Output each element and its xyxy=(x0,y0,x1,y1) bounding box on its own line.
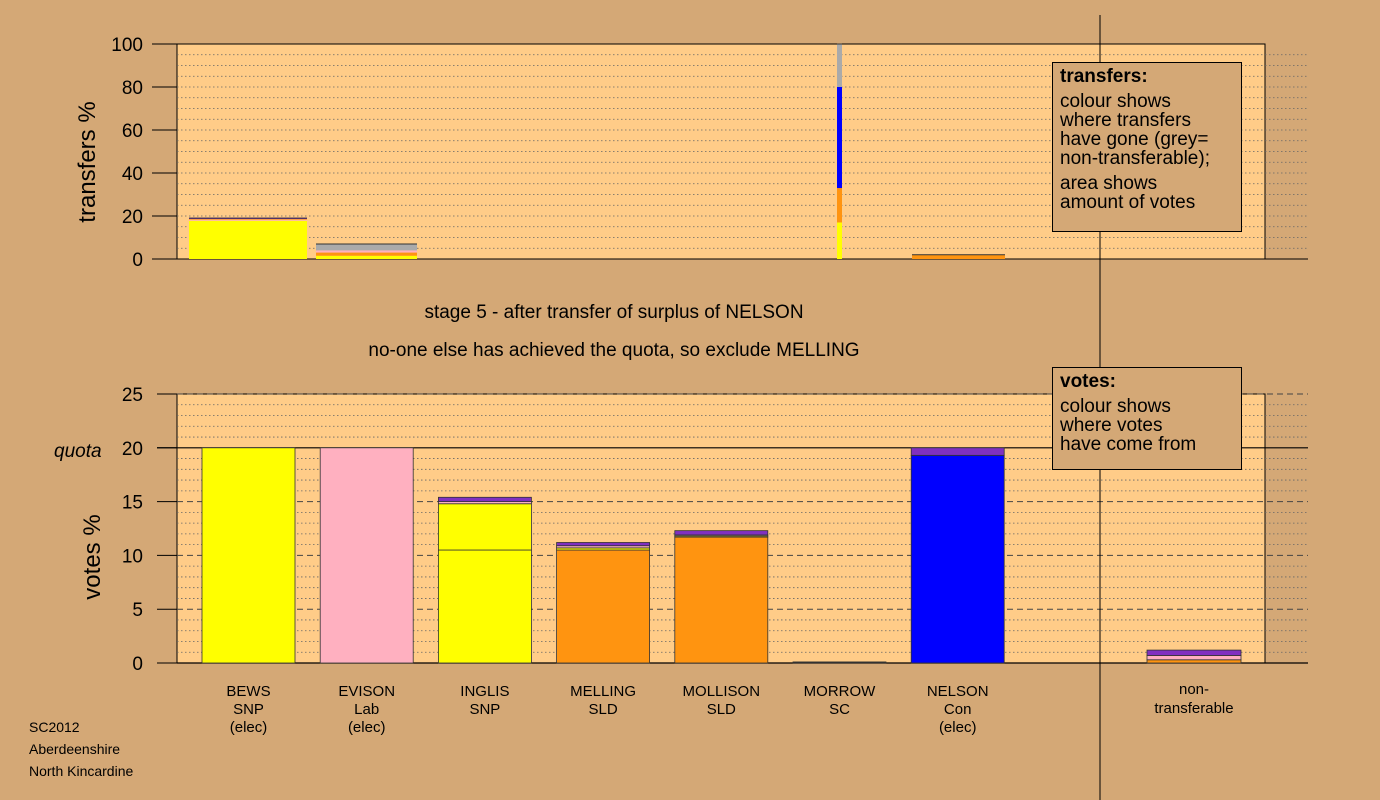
vote-bar-segment xyxy=(910,454,1005,664)
transfer-segment xyxy=(316,252,417,256)
y-tick-label: 25 xyxy=(122,385,143,406)
y-tick-label: 15 xyxy=(122,493,143,514)
vote-bar-segment xyxy=(437,503,532,551)
transfer-segment xyxy=(837,222,842,259)
candidate-label: NELSON xyxy=(927,683,989,700)
votes-y-label: votes % xyxy=(79,514,106,599)
vote-bar-segment xyxy=(674,530,769,536)
transfers-y-label: transfers % xyxy=(74,101,101,222)
transfer-segment xyxy=(837,87,842,189)
vote-bar-segment xyxy=(437,549,532,664)
transfer-segment xyxy=(189,219,307,221)
candidate-label: (elec) xyxy=(230,719,268,736)
transfer-segment xyxy=(189,220,307,259)
candidate-label: SLD xyxy=(707,701,736,718)
legend-line: non-transferable); xyxy=(1060,148,1210,169)
transfer-segment xyxy=(316,255,417,259)
y-tick-label: 60 xyxy=(122,121,143,142)
nontransferable-bar-segment xyxy=(1146,649,1242,656)
legend-line: area shows xyxy=(1060,173,1158,194)
vote-bar-segment xyxy=(319,447,414,664)
transfer-segment xyxy=(912,254,1005,259)
vote-bar-segment xyxy=(201,447,296,664)
y-tick-label: 10 xyxy=(122,546,143,567)
vote-bar-segment xyxy=(556,549,650,664)
candidate-label: Lab xyxy=(354,701,379,718)
transfers-legend: transfers: colour shows where transfers … xyxy=(1052,62,1242,232)
y-tick-label: 40 xyxy=(122,164,143,185)
vote-bar-segment xyxy=(437,496,532,502)
votes-legend: votes: colour shows where votes have com… xyxy=(1052,367,1242,470)
legend-line: where transfers xyxy=(1060,110,1191,131)
candidate-label: SC xyxy=(829,701,850,718)
legend-line: have gone (grey= xyxy=(1060,129,1209,150)
vote-bar-segment xyxy=(556,542,650,547)
nontransferable-label: non- xyxy=(1179,681,1209,698)
stage-subtitle: no-one else has achieved the quota, so e… xyxy=(368,340,859,361)
footer-ward: North Kincardine xyxy=(29,763,134,779)
candidate-label: INGLIS xyxy=(460,683,509,700)
transfers-legend-title: transfers: xyxy=(1060,66,1148,87)
vote-bar-segment xyxy=(792,661,887,664)
legend-line: have come from xyxy=(1060,434,1197,455)
candidate-label: SNP xyxy=(233,701,264,718)
y-tick-label: 20 xyxy=(122,439,143,460)
candidate-label: (elec) xyxy=(348,719,386,736)
footer-council: Aberdeenshire xyxy=(29,741,121,757)
candidate-label: SLD xyxy=(589,701,618,718)
vote-bar-segment xyxy=(674,536,769,664)
y-tick-label: 0 xyxy=(132,654,143,675)
y-tick-label: 100 xyxy=(111,35,143,56)
legend-line: where votes xyxy=(1060,415,1163,436)
candidate-labels: BEWSSNP(elec)EVISONLab(elec)INGLISSNPMEL… xyxy=(226,681,1233,736)
candidate-label: EVISON xyxy=(338,683,395,700)
candidate-label: SNP xyxy=(469,701,500,718)
votes-bars xyxy=(201,447,1242,664)
transfers-gridlines xyxy=(177,54,1308,249)
transfers-bars xyxy=(189,43,1005,259)
y-tick-label: 80 xyxy=(122,78,143,99)
legend-line: colour shows xyxy=(1060,91,1171,112)
nontransferable-label: transferable xyxy=(1154,700,1233,717)
legend-line: amount of votes xyxy=(1060,192,1196,213)
vote-bar-segment xyxy=(910,447,1005,456)
candidate-label: Con xyxy=(944,701,972,718)
candidate-label: MORROW xyxy=(804,683,876,700)
transfer-segment xyxy=(837,44,842,87)
footer-info: SC2012 Aberdeenshire North Kincardine xyxy=(29,716,133,782)
candidate-label: MOLLISON xyxy=(683,683,761,700)
candidate-label: MELLING xyxy=(570,683,636,700)
nontransferable-bar-segment xyxy=(1146,655,1242,661)
y-tick-label: 5 xyxy=(132,600,143,621)
transfer-segment xyxy=(837,188,842,223)
y-tick-label: 0 xyxy=(132,250,143,271)
transfer-segment xyxy=(316,243,417,251)
stage-title: stage 5 - after transfer of surplus of N… xyxy=(424,302,803,323)
transfer-segment xyxy=(316,250,417,253)
nontransferable-bar-segment xyxy=(1146,659,1242,664)
votes-legend-title: votes: xyxy=(1060,371,1116,392)
footer-election: SC2012 xyxy=(29,719,80,735)
candidate-label: (elec) xyxy=(939,719,977,736)
candidate-label: BEWS xyxy=(226,683,270,700)
legend-line: colour shows xyxy=(1060,396,1171,417)
transfers-y-axis: 0 20 40 60 80 100 xyxy=(111,35,1308,271)
transfer-segment xyxy=(189,219,307,220)
y-tick-label: 20 xyxy=(122,207,143,228)
quota-label: quota xyxy=(54,441,102,462)
